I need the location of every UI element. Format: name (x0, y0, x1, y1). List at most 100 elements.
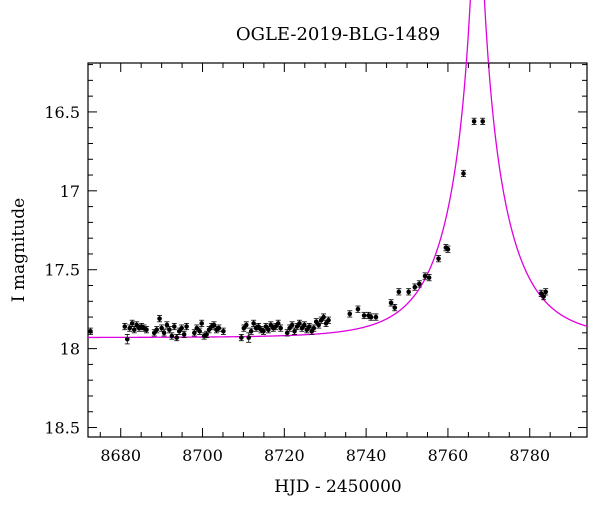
data-point-marker (297, 321, 302, 326)
data-point (471, 117, 477, 125)
data-point (368, 313, 374, 321)
data-point-marker (541, 294, 546, 299)
data-point-marker (471, 119, 477, 124)
data-point-marker (361, 313, 367, 318)
data-point (169, 332, 175, 340)
data-point-marker (266, 327, 271, 332)
data-point (87, 327, 93, 335)
data-point-marker (289, 322, 295, 328)
data-point (347, 310, 353, 318)
data-point (326, 316, 332, 324)
data-point (220, 327, 226, 335)
data-point (154, 326, 160, 334)
data-point (388, 299, 394, 307)
data-point (143, 326, 149, 334)
data-point (216, 324, 222, 332)
data-point-marker (275, 321, 281, 326)
data-point (256, 322, 262, 331)
data-point-marker (248, 328, 254, 334)
data-point-marker (129, 321, 135, 326)
data-point (416, 280, 422, 288)
y-axis-label: I magnitude (9, 198, 29, 302)
y-tick-label: 18.5 (44, 419, 80, 438)
data-point-marker (278, 325, 283, 331)
data-point-marker (184, 324, 189, 329)
data-point (396, 288, 402, 296)
data-point-marker (144, 327, 149, 332)
data-point-marker (243, 322, 249, 328)
data-point-marker (292, 328, 297, 334)
data-point-marker (174, 335, 180, 340)
y-tick-label: 17.5 (44, 261, 80, 280)
data-point (238, 334, 244, 342)
data-point-marker (211, 322, 217, 328)
data-point (171, 322, 177, 331)
data-point-marker (261, 328, 266, 334)
data-point-marker (192, 330, 197, 336)
data-point-marker (169, 333, 175, 339)
data-point-marker (204, 332, 209, 337)
data-point-marker (417, 281, 422, 287)
data-point (201, 332, 207, 340)
data-point-marker (172, 324, 177, 329)
data-point (316, 321, 322, 329)
data-point-marker (124, 336, 130, 342)
data-point-marker (122, 324, 128, 329)
data-point (131, 326, 137, 334)
x-tick-label: 8740 (346, 446, 387, 465)
data-point (129, 319, 135, 327)
data-point (422, 272, 428, 280)
data-point-marker (154, 327, 160, 332)
data-point (445, 245, 451, 253)
data-point (251, 319, 257, 327)
data-point-marker (388, 300, 394, 306)
y-tick-label: 17 (60, 182, 80, 201)
data-point (355, 305, 361, 313)
model-curve-layer (88, 0, 588, 339)
data-point-marker (239, 335, 244, 340)
data-points-layer (87, 117, 549, 345)
data-point (426, 274, 432, 282)
data-point-marker (436, 256, 441, 261)
data-point (392, 304, 398, 312)
plot-frame (87, 62, 588, 438)
data-point-marker (194, 325, 200, 331)
data-point-marker (392, 305, 398, 310)
data-point-marker (164, 322, 170, 328)
data-point-marker (326, 317, 331, 323)
data-point (164, 321, 170, 329)
data-point (460, 169, 466, 178)
data-point (184, 322, 190, 331)
data-point (174, 334, 180, 342)
data-point (181, 330, 187, 338)
data-point-marker (216, 325, 222, 331)
data-point-marker (461, 171, 466, 176)
data-point-marker (179, 325, 184, 331)
data-point-marker (368, 314, 374, 320)
data-point (124, 334, 130, 345)
data-point (361, 311, 367, 320)
x-tick-label: 8700 (182, 446, 223, 465)
data-point (253, 324, 259, 332)
data-point-marker (316, 322, 321, 328)
data-point (301, 321, 307, 329)
model-curve (88, 0, 588, 339)
data-point-marker (197, 328, 202, 334)
data-point (127, 324, 133, 332)
data-point-marker (127, 325, 133, 331)
data-point (406, 288, 412, 296)
data-point (161, 329, 167, 337)
data-point (243, 321, 249, 329)
data-point (166, 326, 172, 334)
data-point (141, 324, 147, 332)
data-point-marker (321, 314, 326, 320)
data-point (292, 327, 298, 335)
x-axis-label: HJD - 2450000 (274, 477, 402, 497)
x-tick-label: 8780 (509, 446, 550, 465)
data-point-marker (306, 324, 312, 329)
y-tick-label: 18 (60, 340, 80, 359)
data-point-marker (311, 325, 317, 331)
data-point-marker (355, 306, 361, 312)
data-point-marker (157, 316, 162, 321)
data-point (197, 327, 203, 335)
